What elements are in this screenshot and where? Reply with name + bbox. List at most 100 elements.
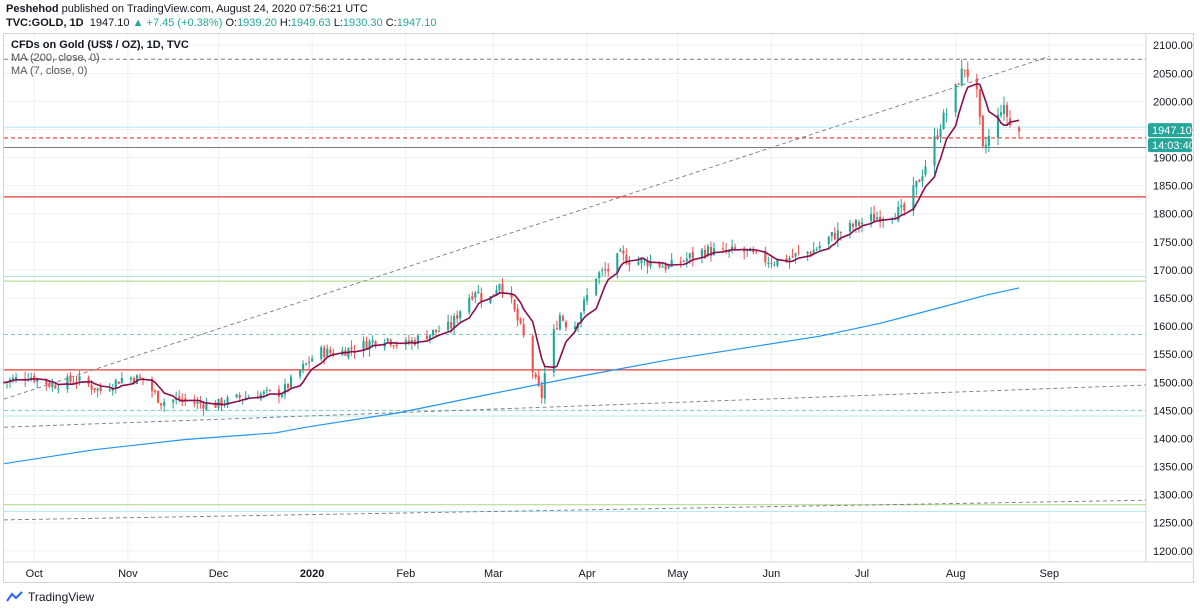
price-tag: 1947.10 14:03:40 (1148, 123, 1195, 153)
candle-body (555, 328, 558, 330)
candle-body (876, 217, 879, 220)
candle-body (1018, 127, 1021, 132)
candle-body (679, 261, 682, 263)
candle-body (706, 246, 709, 257)
published-text: published on TradingView.com, August 24,… (61, 3, 368, 15)
candle-body (755, 251, 758, 253)
candle-body (75, 381, 78, 383)
candle-body (386, 338, 389, 341)
candle-body (806, 251, 809, 254)
candle-body (586, 294, 589, 301)
candle-body (573, 326, 577, 329)
candle-body (640, 258, 643, 264)
candle-body (93, 388, 96, 391)
candle-body (812, 250, 815, 254)
candle-body (712, 248, 716, 255)
low-value: 1930.30 (342, 17, 383, 29)
candle-body (160, 403, 163, 406)
high-value: 1949.63 (290, 17, 331, 29)
candle-body (661, 266, 664, 268)
candle-body (833, 232, 836, 240)
candle-body (564, 321, 567, 328)
candle-body (912, 185, 915, 211)
candle-body (682, 260, 685, 262)
candle-body (770, 262, 773, 264)
candle-body (111, 388, 114, 391)
x-tick-label: Nov (118, 568, 138, 580)
candle-body (323, 347, 326, 358)
candle-body (308, 361, 311, 363)
candle-body (374, 341, 377, 347)
candle-body (939, 128, 942, 138)
candle-body (691, 251, 694, 259)
candle-body (797, 252, 800, 254)
ma7-line (3, 83, 1020, 406)
candle-body (558, 315, 561, 330)
legend-ma7[interactable]: MA (7, close, 0) (11, 65, 88, 77)
candle-body (289, 376, 293, 388)
trend-line (3, 56, 1050, 400)
candle-body (942, 112, 945, 130)
publish-header: Peshehod published on TradingView.com, A… (0, 0, 1200, 32)
y-tick-label: 1800.00 (1153, 209, 1193, 221)
candle-body (537, 375, 540, 386)
candle-body (978, 89, 981, 117)
candle-body (897, 206, 900, 221)
candle-body (957, 83, 960, 85)
legend-ma200[interactable]: MA (200, close, 0) (11, 52, 100, 64)
candle-body (860, 222, 864, 225)
candle-body (350, 347, 353, 350)
y-tick-label: 1300.00 (1153, 490, 1193, 502)
candle-body (199, 402, 202, 404)
candle-body (196, 401, 199, 404)
candle-body (302, 364, 305, 370)
candle-body (996, 114, 1000, 138)
candle-body (48, 383, 51, 387)
candle-body (848, 222, 851, 232)
candle-body (395, 344, 398, 346)
close-label: C: (385, 17, 397, 29)
candle-body (428, 334, 432, 340)
up-arrow-icon: ▲ (132, 17, 144, 29)
open-value: 1939.20 (237, 17, 277, 29)
candle-body (277, 389, 280, 397)
candle-body (703, 250, 706, 257)
chart-frame[interactable] (3, 33, 1194, 583)
candle-body (731, 246, 734, 250)
candle-body (220, 398, 223, 407)
x-tick-label: Jul (855, 568, 869, 580)
candle-body (818, 245, 821, 249)
candlestick-series (2, 59, 1021, 416)
candle-body (326, 348, 329, 357)
candle-body (265, 389, 268, 391)
candle-body (57, 388, 60, 390)
candle-body (214, 402, 217, 408)
publisher-name[interactable]: Peshehod (6, 3, 59, 15)
x-tick-label: Sep (1040, 568, 1060, 580)
trend-line (3, 384, 1147, 428)
trend-line (3, 499, 1147, 521)
footer-brand[interactable]: TradingView (6, 590, 94, 604)
candle-body (389, 339, 392, 345)
candle-body (873, 213, 876, 222)
candle-body (235, 394, 238, 398)
candle-body (184, 398, 187, 401)
candle-body (658, 262, 661, 267)
price-axis: 1200.00 1250.00 1300.00 1350.00 1400.00 1450.… (1153, 40, 1193, 558)
candle-body (480, 293, 483, 302)
candle-body (936, 135, 939, 139)
candle-body (135, 375, 138, 385)
candle-body (90, 384, 93, 390)
candle-body (918, 179, 921, 183)
candle-body (622, 250, 625, 254)
high-label: H: (279, 17, 291, 29)
candle-body (721, 248, 725, 250)
candle-body (552, 329, 555, 373)
candle-body (791, 256, 794, 258)
candle-body (857, 221, 861, 226)
candle-body (595, 278, 598, 296)
candle-body (776, 259, 779, 266)
open-label: O: (225, 17, 238, 29)
candle-body (329, 349, 332, 353)
